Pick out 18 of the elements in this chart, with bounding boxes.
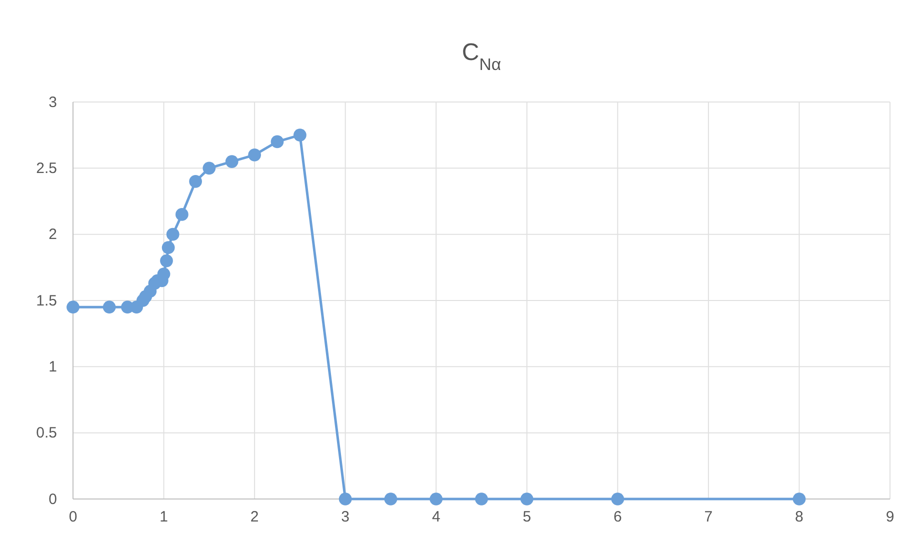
x-tick-label: 4 (432, 508, 440, 526)
x-tick-label: 8 (795, 508, 804, 526)
chart-title: C$_{Nα}$ (462, 39, 502, 74)
y-tick-label: 3 (48, 94, 57, 111)
y-tick-label: 0 (48, 490, 57, 508)
y-tick-label: 1.5 (36, 292, 57, 310)
y-tick-label: 2 (48, 226, 57, 244)
x-tick-label: 7 (704, 508, 713, 526)
x-tick-label: 9 (886, 508, 894, 526)
x-tick-label: 3 (341, 508, 350, 526)
y-tick-label: 1 (48, 358, 57, 376)
x-tick-label: 0 (68, 508, 78, 526)
x-tick-label: 2 (250, 508, 259, 526)
x-tick-label: 6 (613, 508, 622, 526)
x-tick-label: 5 (522, 508, 532, 526)
x-tick-label: 1 (160, 508, 168, 526)
y-tick-label: 2.5 (36, 160, 57, 177)
y-tick-label: 0.5 (36, 424, 57, 442)
